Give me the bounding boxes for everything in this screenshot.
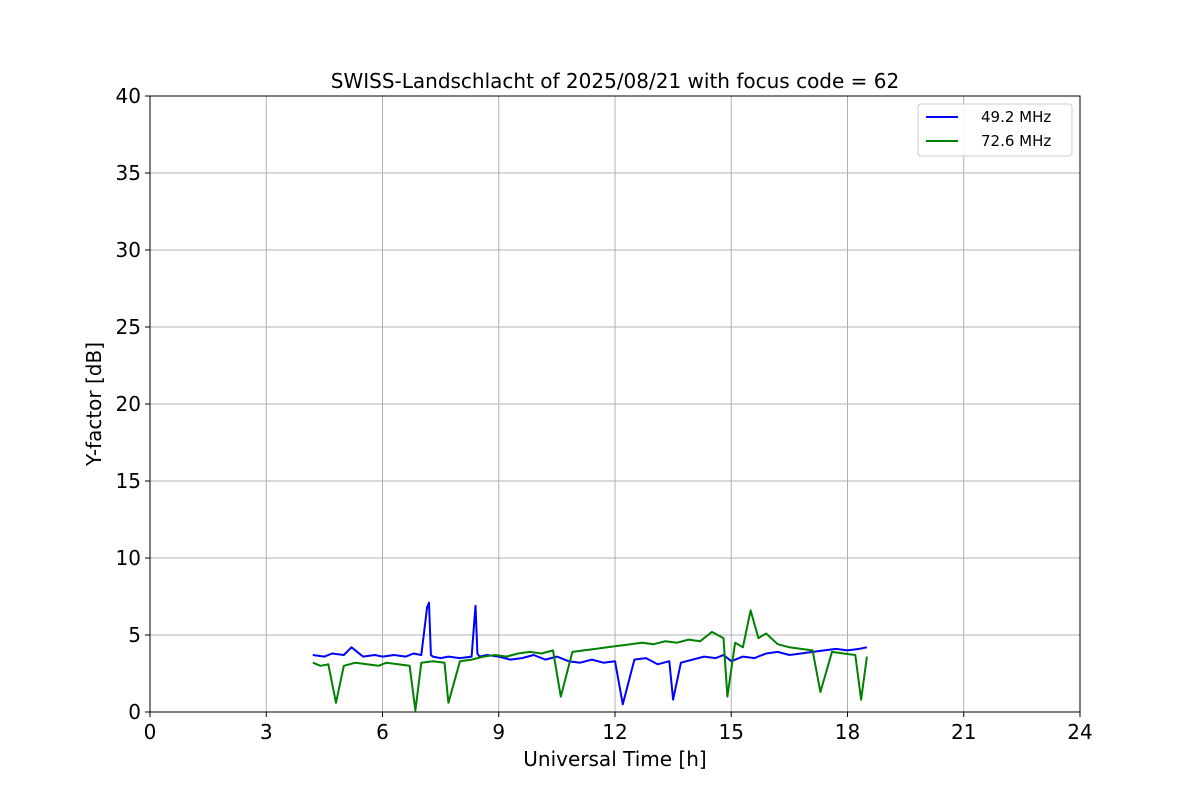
- x-tick-label: 9: [492, 720, 505, 744]
- x-tick-label: 6: [376, 720, 389, 744]
- y-tick-label: 20: [116, 392, 141, 416]
- series-line-1: [312, 601, 868, 706]
- y-tick-label: 10: [116, 546, 141, 570]
- y-tick-label: 0: [128, 700, 141, 724]
- legend: 49.2 MHz 72.6 MHz: [917, 103, 1073, 157]
- x-tick-label: 12: [602, 720, 627, 744]
- x-tick-label: 3: [260, 720, 273, 744]
- y-axis-label: Y-factor [dB]: [82, 342, 106, 467]
- x-axis-label: Universal Time [h]: [523, 747, 706, 771]
- y-tick-label: 30: [116, 238, 141, 262]
- y-tick-label: 35: [116, 161, 141, 185]
- x-tick-label: 0: [144, 720, 157, 744]
- legend-label-2: 72.6 MHz: [981, 132, 1051, 150]
- y-tick-label: 25: [116, 315, 141, 339]
- grid-layer: [149, 95, 1081, 713]
- x-tick-label: 15: [719, 720, 744, 744]
- series-line-2: [312, 609, 868, 712]
- chart-title: SWISS-Landschlacht of 2025/08/21 with fo…: [331, 69, 899, 93]
- y-tick-label: 15: [116, 469, 141, 493]
- ticks-layer: 0 3 6 9 12 15 18 21 24 0 5 10 15 20 25 30 35 40: [116, 84, 1093, 744]
- x-tick-label: 24: [1067, 720, 1092, 744]
- y-tick-label: 5: [128, 623, 141, 647]
- x-tick-label: 18: [835, 720, 860, 744]
- legend-label-1: 49.2 MHz: [981, 108, 1051, 126]
- x-tick-label: 21: [951, 720, 976, 744]
- y-tick-label: 40: [116, 84, 141, 108]
- series-layer: [312, 601, 868, 712]
